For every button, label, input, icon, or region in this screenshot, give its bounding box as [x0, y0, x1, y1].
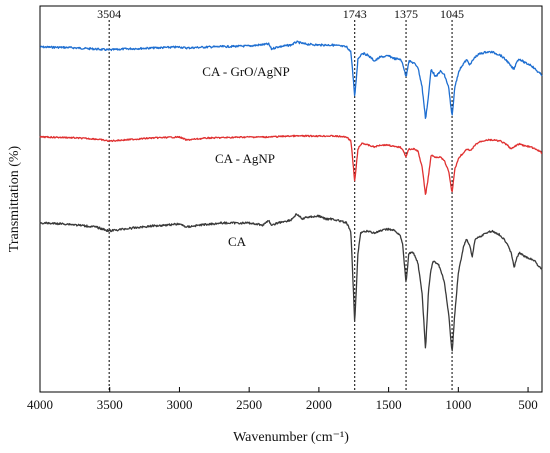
y-axis-title: Transmittation (%): [7, 145, 22, 252]
series-line: [39, 134, 543, 195]
series-label: CA - GrO/AgNP: [202, 64, 289, 79]
series-labels: CA - GrO/AgNP CA - AgNP CA: [202, 64, 289, 249]
x-tick-label: 4000: [27, 397, 53, 412]
reference-line-label: 1375: [394, 7, 418, 21]
reference-line-label: 1045: [440, 7, 464, 21]
series-line: [39, 213, 543, 352]
x-tick-label: 500: [518, 397, 538, 412]
x-tick-label: 1500: [376, 397, 402, 412]
x-axis-ticks: 4000 3500 3000 2500 2000 1500 1000 500: [27, 387, 538, 412]
reference-lines: 3504 1743 1375 1045: [97, 7, 464, 392]
reference-line-label: 1743: [343, 7, 367, 21]
x-axis-title: Wavenumber (cm⁻¹): [233, 430, 349, 445]
x-tick-label: 3500: [97, 397, 123, 412]
x-tick-label: 2500: [236, 397, 262, 412]
x-tick-label: 1000: [445, 397, 471, 412]
reference-line-label: 3504: [97, 7, 121, 21]
plot-frame: [39, 5, 543, 393]
x-tick-label: 3000: [166, 397, 192, 412]
series-layer: [39, 40, 543, 352]
series-label: CA - AgNP: [215, 151, 275, 166]
x-tick-label: 2000: [306, 397, 332, 412]
series-line: [39, 40, 543, 119]
series-label: CA: [228, 234, 247, 249]
